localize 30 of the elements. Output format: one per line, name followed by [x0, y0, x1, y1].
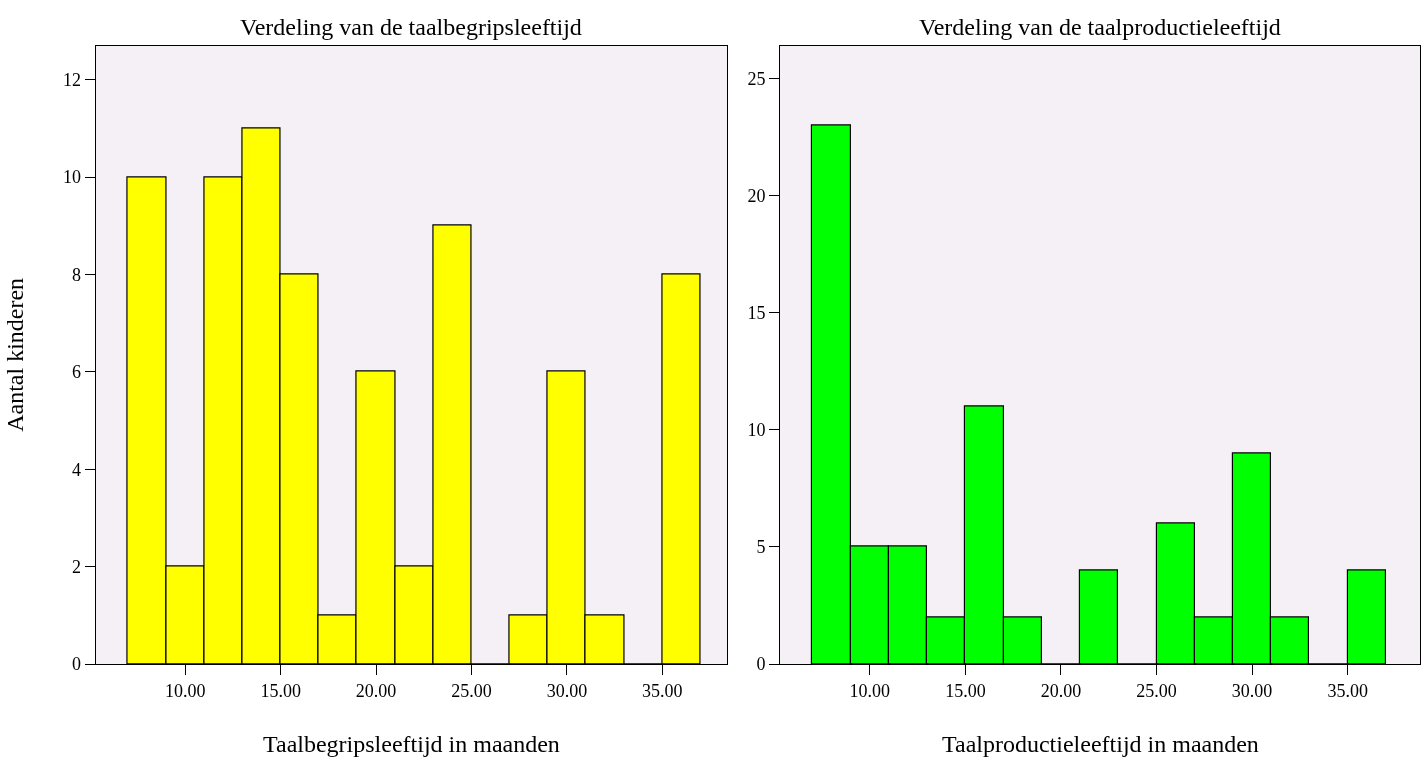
- y-tick-label: 12: [62, 69, 81, 90]
- x-tick-label: 10.00: [164, 680, 206, 701]
- y-tick-label: 20: [747, 185, 766, 206]
- y-tick-label: 10: [62, 167, 81, 188]
- x-tick-label: 35.00: [1327, 680, 1368, 701]
- y-axis-title: Aantal kinderen: [2, 277, 29, 432]
- x-axis-title: Taalproductieleeftijd in maanden: [942, 731, 1259, 757]
- x-tick-label: 25.00: [1136, 680, 1177, 701]
- y-tick-label: 25: [747, 68, 766, 89]
- y-tick-label: 2: [71, 557, 81, 578]
- y-tick-label: 10: [747, 420, 766, 441]
- x-axis-title: Taalbegripsleeftijd in maanden: [263, 731, 560, 757]
- x-tick-label: 25.00: [451, 680, 492, 701]
- x-tick-label: 35.00: [642, 680, 683, 701]
- chart-title: Verdeling van de taalbegripsleeftijd: [240, 14, 582, 40]
- y-tick-label: 5: [756, 537, 766, 558]
- y-tick-label: 0: [756, 654, 766, 675]
- x-tick-label: 15.00: [945, 680, 986, 701]
- y-tick-label: 0: [71, 654, 81, 675]
- chart-title: Verdeling van de taalproductieleeftijd: [919, 14, 1281, 40]
- y-tick-label: 4: [71, 459, 81, 480]
- x-tick-label: 20.00: [1040, 680, 1082, 701]
- y-tick-label: 15: [747, 302, 766, 323]
- x-tick-label: 30.00: [1231, 680, 1273, 701]
- y-tick-label: 6: [71, 362, 81, 383]
- x-tick-label: 15.00: [260, 680, 301, 701]
- x-tick-label: 20.00: [355, 680, 397, 701]
- x-tick-label: 10.00: [849, 680, 891, 701]
- x-tick-label: 30.00: [546, 680, 588, 701]
- y-tick-label: 8: [71, 264, 81, 285]
